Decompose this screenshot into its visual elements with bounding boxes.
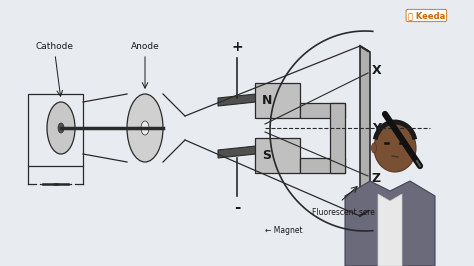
Polygon shape <box>378 194 402 266</box>
Text: ← Magnet: ← Magnet <box>265 226 302 235</box>
Ellipse shape <box>58 123 64 133</box>
Bar <box>300 103 345 118</box>
Polygon shape <box>360 46 370 216</box>
Bar <box>255 83 300 118</box>
Text: Fluorescent scre: Fluorescent scre <box>312 208 375 217</box>
Text: +: + <box>231 40 243 54</box>
Polygon shape <box>218 94 256 106</box>
Text: Z: Z <box>372 172 381 185</box>
Text: X: X <box>372 64 382 77</box>
Polygon shape <box>218 146 256 158</box>
Text: Ⓛ Keeda: Ⓛ Keeda <box>408 11 445 20</box>
Bar <box>330 103 345 173</box>
Ellipse shape <box>127 94 163 162</box>
Ellipse shape <box>374 124 416 172</box>
Ellipse shape <box>141 121 149 135</box>
Text: N: N <box>262 94 272 107</box>
Text: -: - <box>234 200 240 215</box>
Text: Y: Y <box>372 122 381 135</box>
Bar <box>255 138 300 173</box>
Text: Anode: Anode <box>131 42 159 51</box>
Text: Cathode: Cathode <box>36 42 74 51</box>
Bar <box>28 94 83 166</box>
Bar <box>300 158 345 173</box>
Ellipse shape <box>372 143 376 153</box>
Ellipse shape <box>47 102 75 154</box>
Text: S: S <box>263 149 272 162</box>
Polygon shape <box>345 181 435 266</box>
